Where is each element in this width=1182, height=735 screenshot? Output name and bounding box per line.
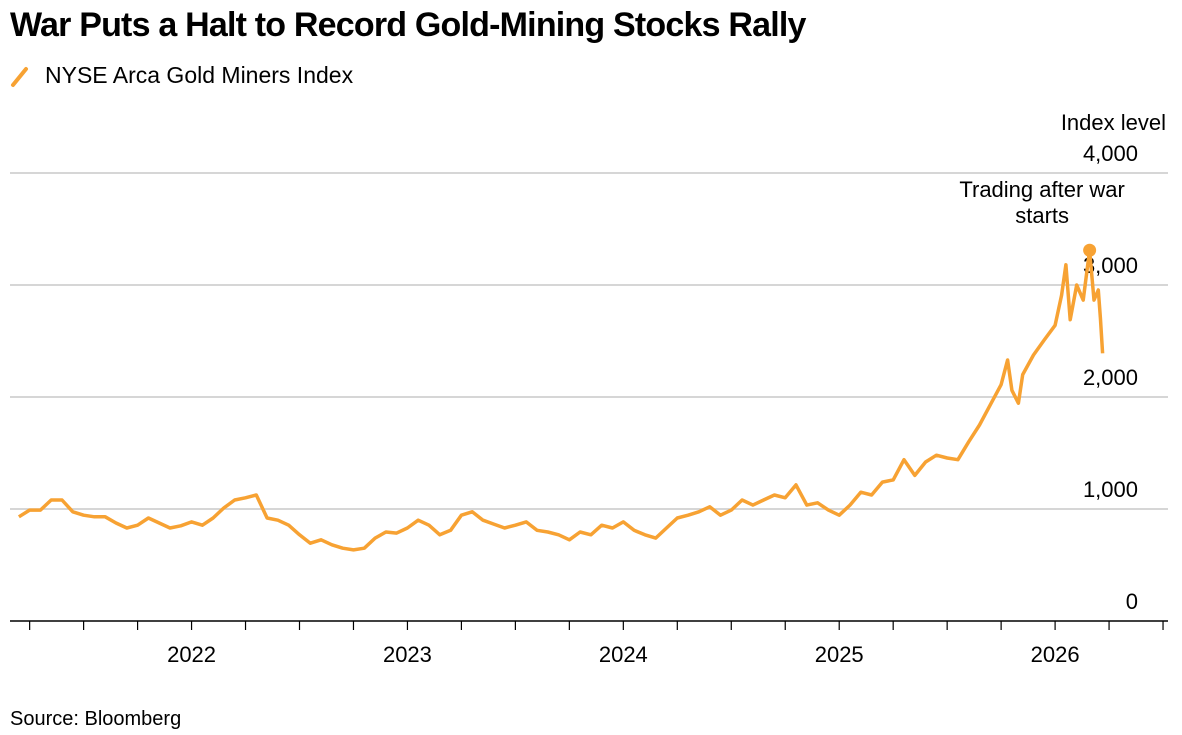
y-tick-label: 1,000 [1083, 477, 1138, 502]
legend-icon [11, 67, 28, 87]
y-tick-label: 4,000 [1083, 141, 1138, 166]
x-tick-label: 2023 [383, 642, 432, 667]
chart-title: War Puts a Halt to Record Gold-Mining St… [10, 6, 807, 44]
y-tick-label: 2,000 [1083, 365, 1138, 390]
x-tick-label: 2025 [815, 642, 864, 667]
x-tick-label: 2026 [1031, 642, 1080, 667]
legend-label: NYSE Arca Gold Miners Index [45, 62, 354, 88]
x-tick-label: 2024 [599, 642, 648, 667]
annotation: Trading after war starts [959, 177, 1125, 229]
source: Source: Bloomberg [10, 708, 181, 730]
annotation-marker [1083, 243, 1097, 257]
y-tick-label: 0 [1126, 589, 1138, 614]
series-line [17, 248, 1105, 552]
x-tick-label: 2022 [167, 642, 216, 667]
y-axis-label: Index level [1061, 110, 1166, 135]
